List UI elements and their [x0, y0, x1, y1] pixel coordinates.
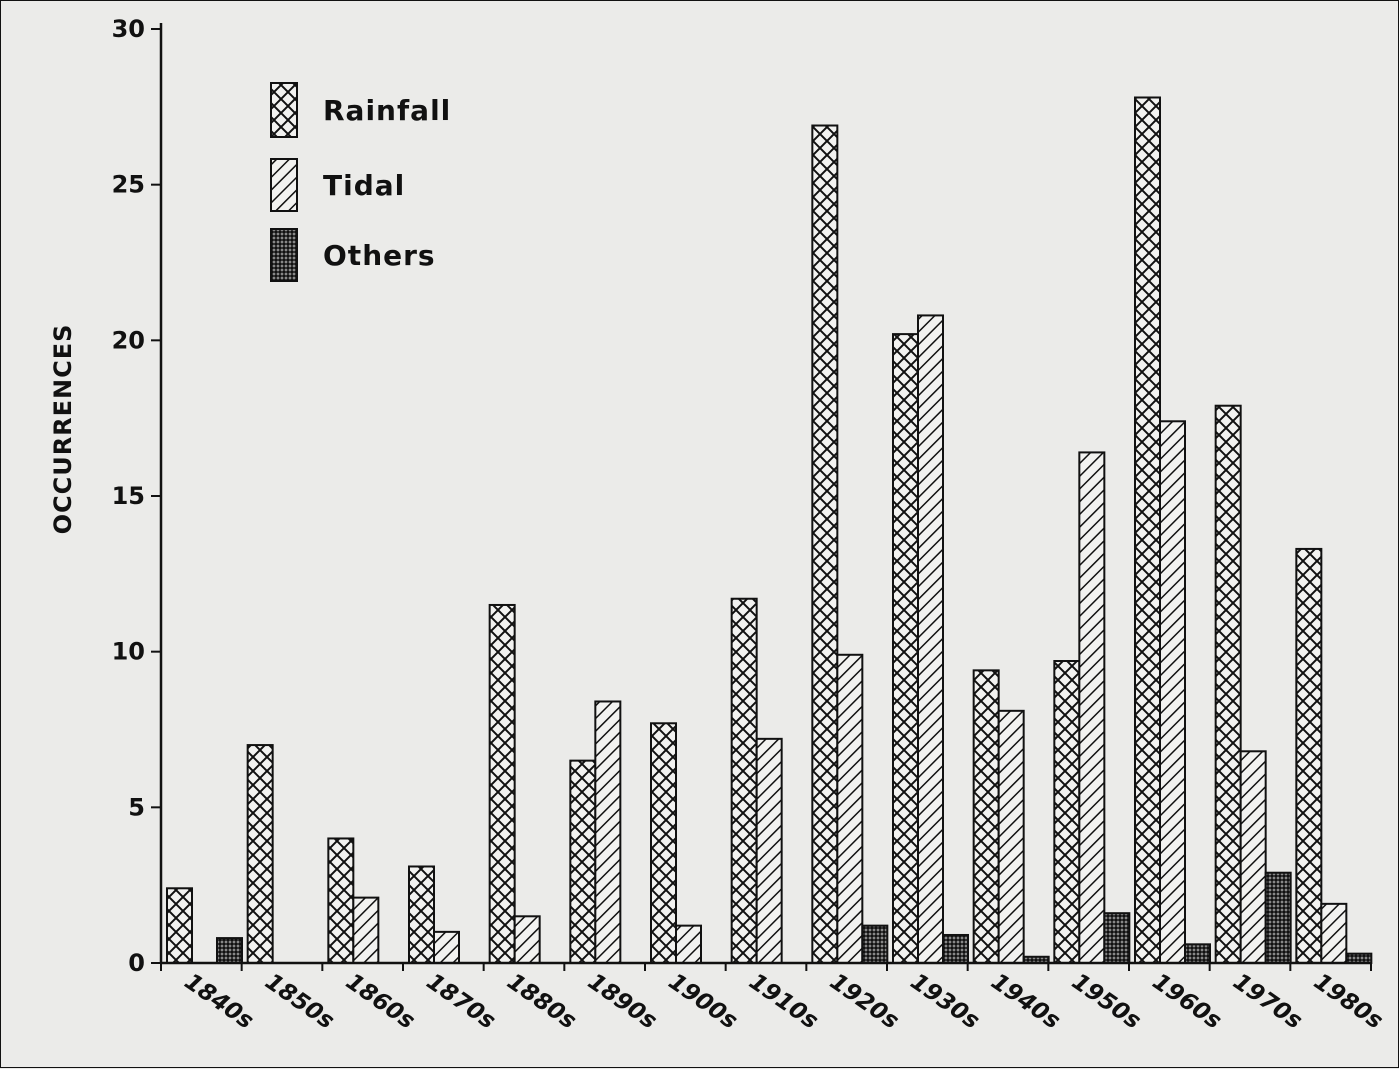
bar-others-1840s [216, 937, 243, 964]
bar-others-1960s [1184, 943, 1211, 965]
bar-rainfall-1880s [488, 603, 516, 964]
x-tick-label: 1940s [986, 969, 1065, 1035]
y-tick-label: 20 [112, 326, 145, 354]
bar-rainfall-1930s [892, 333, 919, 964]
x-tick-label: 1890s [583, 969, 662, 1035]
x-labels: 1840s 1850s 1860s 1870s 1880s 1890s 1900s 1910s… [180, 969, 1388, 1035]
bar-tidal-1900s [675, 924, 702, 965]
bar-tidal-1960s [1159, 420, 1186, 964]
bar-rainfall-1960s [1134, 96, 1161, 964]
bar-tidal-1940s [997, 709, 1025, 964]
bar-rainfall-1980s [1295, 547, 1323, 965]
x-tick-label: 1870s [422, 969, 501, 1035]
x-tick-label: 1950s [1067, 969, 1146, 1035]
bar-rainfall-1850s [246, 744, 274, 964]
y-tick-label: 25 [112, 171, 145, 199]
legend-label-others: Others [323, 239, 436, 272]
legend-label-tidal: Tidal [323, 169, 405, 202]
bar-others-1950s [1103, 912, 1131, 964]
x-tick-label: 1970s [1228, 969, 1307, 1035]
bar-tidal-1970s [1239, 750, 1267, 964]
bar-others-1920s [861, 924, 889, 965]
bar-tidal-1880s [513, 915, 541, 964]
y-tick-label: 5 [128, 793, 145, 821]
bar-rainfall-1900s [650, 722, 677, 964]
bar-others-1970s [1264, 871, 1292, 964]
y-axis-title: OCCURRENCES [49, 324, 77, 535]
bar-rainfall-1860s [327, 837, 355, 965]
bar-rainfall-1870s [408, 865, 435, 965]
bar-others-1980s [1345, 952, 1373, 964]
bar-tidal-1910s [755, 737, 783, 965]
legend-swatch-rainfall [270, 82, 298, 138]
y-tick-label: 30 [112, 15, 145, 43]
legend-swatch-others [270, 228, 298, 282]
bar-tidal-1920s [836, 653, 864, 965]
x-tick-label: 1910s [744, 969, 823, 1035]
bar-tidal-1930s [917, 314, 944, 964]
legend: Rainfall Tidal Others [270, 82, 451, 282]
x-tick-label: 1860s [341, 969, 420, 1035]
y-tick-label: 10 [112, 638, 145, 666]
x-tick-label: 1850s [260, 969, 339, 1035]
bar-tidal-1950s [1078, 451, 1106, 964]
x-tick-label: 1900s [664, 969, 743, 1035]
bar-tidal-1860s [352, 896, 380, 964]
bar-rainfall-1840s [166, 887, 193, 965]
bar-rainfall-1950s [1053, 660, 1081, 964]
x-tick-label: 1980s [1309, 969, 1388, 1035]
legend-swatch-tidal [270, 158, 298, 212]
bar-rainfall-1920s [811, 124, 839, 965]
bar-rainfall-1970s [1214, 404, 1242, 965]
bar-tidal-1890s [594, 700, 622, 964]
bar-tidal-1980s [1320, 902, 1348, 965]
x-tick-label: 1840s [180, 969, 259, 1035]
x-tick-label: 1930s [906, 969, 985, 1035]
x-tick-label: 1960s [1148, 969, 1227, 1035]
legend-label-rainfall: Rainfall [323, 94, 451, 127]
y-tick-label: 15 [112, 482, 145, 510]
y-tick-label: 0 [128, 949, 145, 977]
bar-others-1930s [942, 933, 969, 964]
y-ticks: 0 5 10 15 20 25 30 [112, 15, 161, 977]
bar-rainfall-1890s [569, 759, 597, 965]
bars [166, 96, 1373, 965]
x-tick-label: 1920s [825, 969, 904, 1035]
bar-rainfall-1910s [730, 597, 758, 964]
x-tick-label: 1880s [502, 969, 581, 1035]
bar-tidal-1870s [433, 930, 460, 964]
bar-rainfall-1940s [972, 669, 1000, 964]
